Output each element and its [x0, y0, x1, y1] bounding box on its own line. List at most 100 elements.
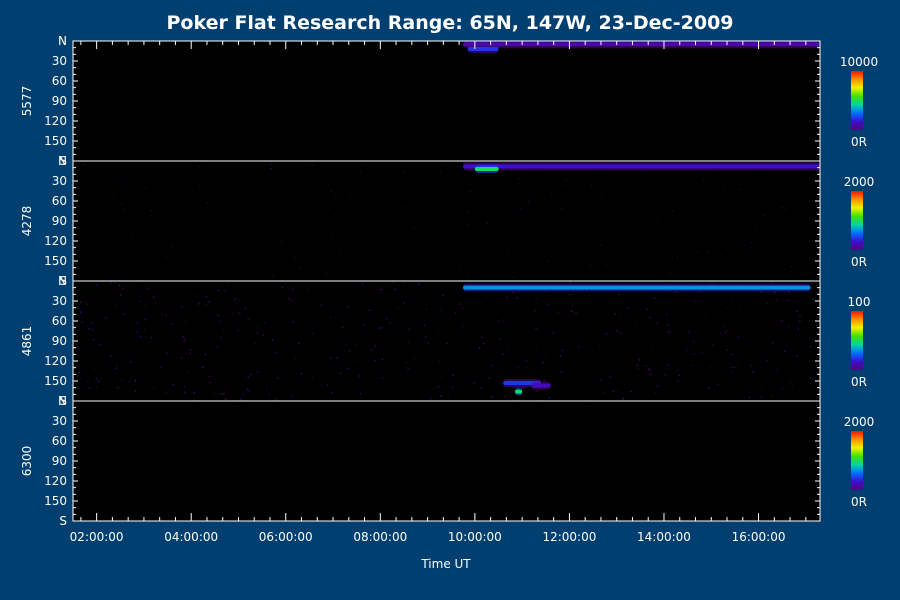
- noise-pixel: [692, 279, 694, 281]
- y-tick-label: 90: [52, 334, 67, 348]
- y-tick-label: 90: [52, 454, 67, 468]
- noise-pixel: [190, 218, 192, 221]
- noise-pixel: [609, 295, 611, 297]
- noise-pixel: [234, 298, 237, 300]
- noise-pixel: [744, 240, 746, 242]
- noise-pixel: [139, 300, 141, 302]
- noise-pixel: [129, 361, 132, 363]
- noise-pixel: [161, 313, 163, 315]
- noise-pixel: [266, 384, 268, 386]
- noise-pixel: [361, 283, 363, 285]
- noise-pixel: [731, 296, 733, 298]
- noise-pixel: [725, 307, 727, 309]
- noise-pixel: [766, 360, 768, 362]
- noise-pixel: [254, 342, 256, 344]
- noise-pixel: [166, 352, 168, 354]
- noise-pixel: [197, 178, 199, 180]
- noise-pixel: [512, 292, 514, 294]
- noise-pixel: [183, 340, 185, 342]
- x-tick-label: 02:00:00: [70, 530, 124, 544]
- noise-pixel: [370, 349, 372, 351]
- y-tick-label: S: [59, 274, 67, 288]
- noise-pixel: [306, 259, 308, 261]
- noise-pixel: [144, 329, 146, 331]
- noise-pixel: [314, 203, 316, 206]
- noise-pixel: [128, 381, 130, 383]
- colorbar-max-label: 100: [848, 295, 871, 309]
- noise-pixel: [740, 229, 743, 231]
- noise-pixel: [733, 367, 735, 369]
- noise-pixel: [407, 206, 409, 208]
- noise-pixel: [386, 294, 388, 296]
- noise-pixel: [82, 250, 84, 252]
- colorbar-min-label: 0R: [851, 375, 867, 389]
- noise-pixel: [130, 266, 132, 268]
- noise-pixel: [199, 165, 201, 167]
- noise-pixel: [400, 141, 402, 143]
- noise-pixel: [452, 375, 454, 377]
- noise-pixel: [217, 314, 219, 316]
- noise-pixel: [305, 271, 307, 273]
- noise-pixel: [210, 375, 212, 377]
- noise-pixel: [220, 336, 222, 338]
- y-tick-label: 120: [44, 234, 67, 248]
- noise-pixel: [677, 369, 679, 371]
- noise-pixel: [559, 355, 561, 357]
- noise-pixel: [408, 328, 410, 330]
- noise-pixel: [760, 396, 763, 398]
- noise-pixel: [571, 305, 573, 308]
- noise-pixel: [239, 399, 242, 401]
- noise-pixel: [341, 326, 344, 328]
- noise-pixel: [545, 178, 547, 180]
- x-tick-label: 14:00:00: [637, 530, 691, 544]
- y-tick-label: 30: [52, 294, 67, 308]
- noise-pixel: [750, 247, 752, 249]
- noise-pixel: [810, 377, 812, 379]
- noise-pixel: [740, 309, 742, 311]
- y-tick-label: 90: [52, 214, 67, 228]
- noise-pixel: [610, 328, 612, 330]
- noise-pixel: [312, 333, 314, 335]
- noise-pixel: [772, 342, 774, 344]
- noise-pixel: [364, 260, 366, 262]
- y-tick-label: 150: [44, 254, 67, 268]
- noise-pixel: [481, 336, 483, 339]
- noise-pixel: [182, 336, 184, 338]
- y-tick-label: 30: [52, 174, 67, 188]
- noise-pixel: [657, 221, 659, 223]
- noise-pixel: [98, 381, 100, 383]
- noise-pixel: [395, 375, 397, 377]
- noise-pixel: [308, 365, 310, 367]
- noise-pixel: [528, 297, 530, 299]
- noise-pixel: [244, 236, 246, 238]
- noise-pixel: [709, 365, 712, 367]
- noise-pixel: [461, 189, 463, 191]
- noise-pixel: [369, 309, 371, 311]
- noise-pixel: [602, 306, 604, 308]
- noise-pixel: [99, 344, 102, 346]
- noise-pixel: [135, 316, 137, 318]
- noise-pixel: [80, 301, 82, 303]
- noise-pixel: [189, 352, 191, 354]
- noise-pixel: [469, 190, 471, 192]
- noise-pixel: [397, 307, 399, 309]
- noise-pixel: [84, 301, 87, 303]
- noise-pixel: [198, 185, 201, 187]
- y-tick-label: S: [59, 154, 67, 168]
- noise-pixel: [521, 393, 523, 396]
- panel-plot-area: [73, 161, 820, 281]
- noise-pixel: [327, 384, 329, 386]
- noise-pixel: [160, 366, 162, 368]
- y-tick-label: S: [59, 394, 67, 408]
- noise-pixel: [723, 325, 725, 327]
- noise-pixel: [339, 249, 342, 251]
- noise-pixel: [813, 174, 815, 176]
- noise-pixel: [683, 241, 685, 243]
- noise-pixel: [331, 392, 333, 394]
- noise-pixel: [96, 284, 98, 286]
- noise-pixel: [153, 386, 155, 389]
- y-tick-label: 30: [52, 414, 67, 428]
- noise-pixel: [774, 291, 776, 293]
- x-tick-label: 10:00:00: [448, 530, 502, 544]
- noise-pixel: [87, 381, 89, 383]
